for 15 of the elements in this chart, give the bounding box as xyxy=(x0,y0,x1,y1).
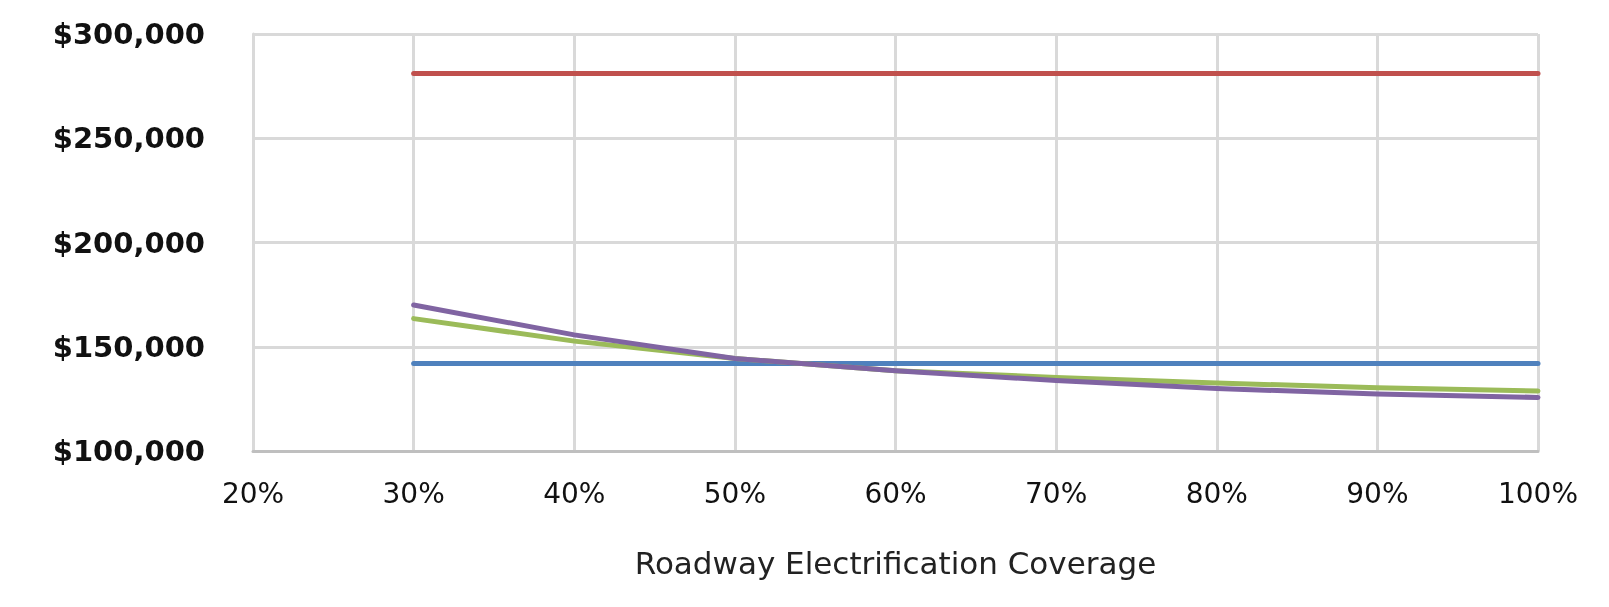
y-tick-label: $300,000 xyxy=(52,17,205,51)
x-tick-label: 50% xyxy=(703,476,766,510)
x-tick-label: 100% xyxy=(1497,476,1579,510)
x-tick-label: 90% xyxy=(1346,476,1409,510)
x-axis-title: Roadway Electrification Coverage xyxy=(634,544,1157,581)
y-tick-label: $200,000 xyxy=(52,225,205,260)
y-tick-label: $150,000 xyxy=(52,329,205,364)
x-tick-label: 30% xyxy=(382,476,445,510)
y-tick-label: $100,000 xyxy=(52,434,205,468)
y-tick-label: $250,000 xyxy=(52,121,205,156)
x-tick-label: 80% xyxy=(1185,476,1248,510)
x-tick-label: 20% xyxy=(221,476,285,510)
x-tick-label: 60% xyxy=(864,476,927,510)
x-tick-label: 70% xyxy=(1025,476,1088,510)
x-tick-label: 40% xyxy=(543,476,606,510)
